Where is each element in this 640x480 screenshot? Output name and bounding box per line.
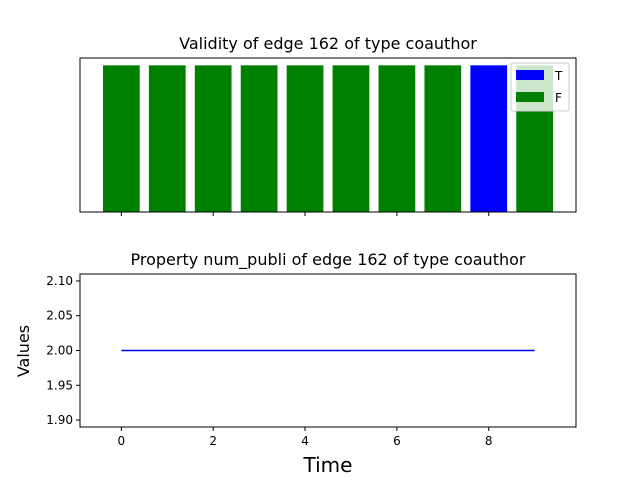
bar-f-5: [332, 65, 370, 212]
property-chart: Property num_publi of edge 162 of type c…: [14, 250, 577, 477]
x-tick-label: 8: [485, 434, 493, 448]
bar-f-2: [194, 65, 232, 212]
property-chart-title: Property num_publi of edge 162 of type c…: [131, 250, 526, 270]
legend-label-f: F: [555, 91, 562, 105]
property-y-ticks: 1.90 1.95 2.00 2.05 2.10: [46, 274, 80, 427]
validity-chart-title: Validity of edge 162 of type coauthor: [179, 34, 477, 53]
bar-f-1: [148, 65, 186, 212]
legend-swatch-f: [516, 92, 544, 102]
y-tick-label: 2.05: [46, 309, 73, 323]
x-tick-label: 2: [209, 434, 217, 448]
y-tick-label: 1.90: [46, 413, 73, 427]
validity-plot-frame: [79, 57, 577, 213]
bar-f-3: [240, 65, 278, 212]
validity-bars: [102, 65, 554, 212]
legend: T F: [510, 62, 570, 112]
bar-t-8: [470, 65, 508, 212]
bar-f-4: [286, 65, 324, 212]
property-plot-frame: [79, 273, 577, 428]
y-axis-label: Values: [14, 325, 33, 377]
legend-swatch-t: [516, 70, 544, 80]
bar-f-0: [102, 65, 140, 212]
bar-f-7: [424, 65, 462, 212]
legend-label-t: T: [554, 69, 563, 83]
y-tick-label: 1.95: [46, 378, 73, 392]
y-tick-label: 2.00: [46, 344, 73, 358]
validity-chart: Validity of edge 162 of type coauthor T …: [79, 34, 577, 216]
validity-x-ticks: [120, 212, 490, 216]
x-tick-label: 4: [301, 434, 309, 448]
x-axis-label: Time: [303, 453, 353, 477]
x-tick-label: 6: [393, 434, 401, 448]
y-tick-label: 2.10: [46, 274, 73, 288]
x-tick-label: 0: [118, 434, 126, 448]
bar-f-6: [378, 65, 416, 212]
property-x-ticks: 0 2 4 6 8: [118, 427, 493, 448]
